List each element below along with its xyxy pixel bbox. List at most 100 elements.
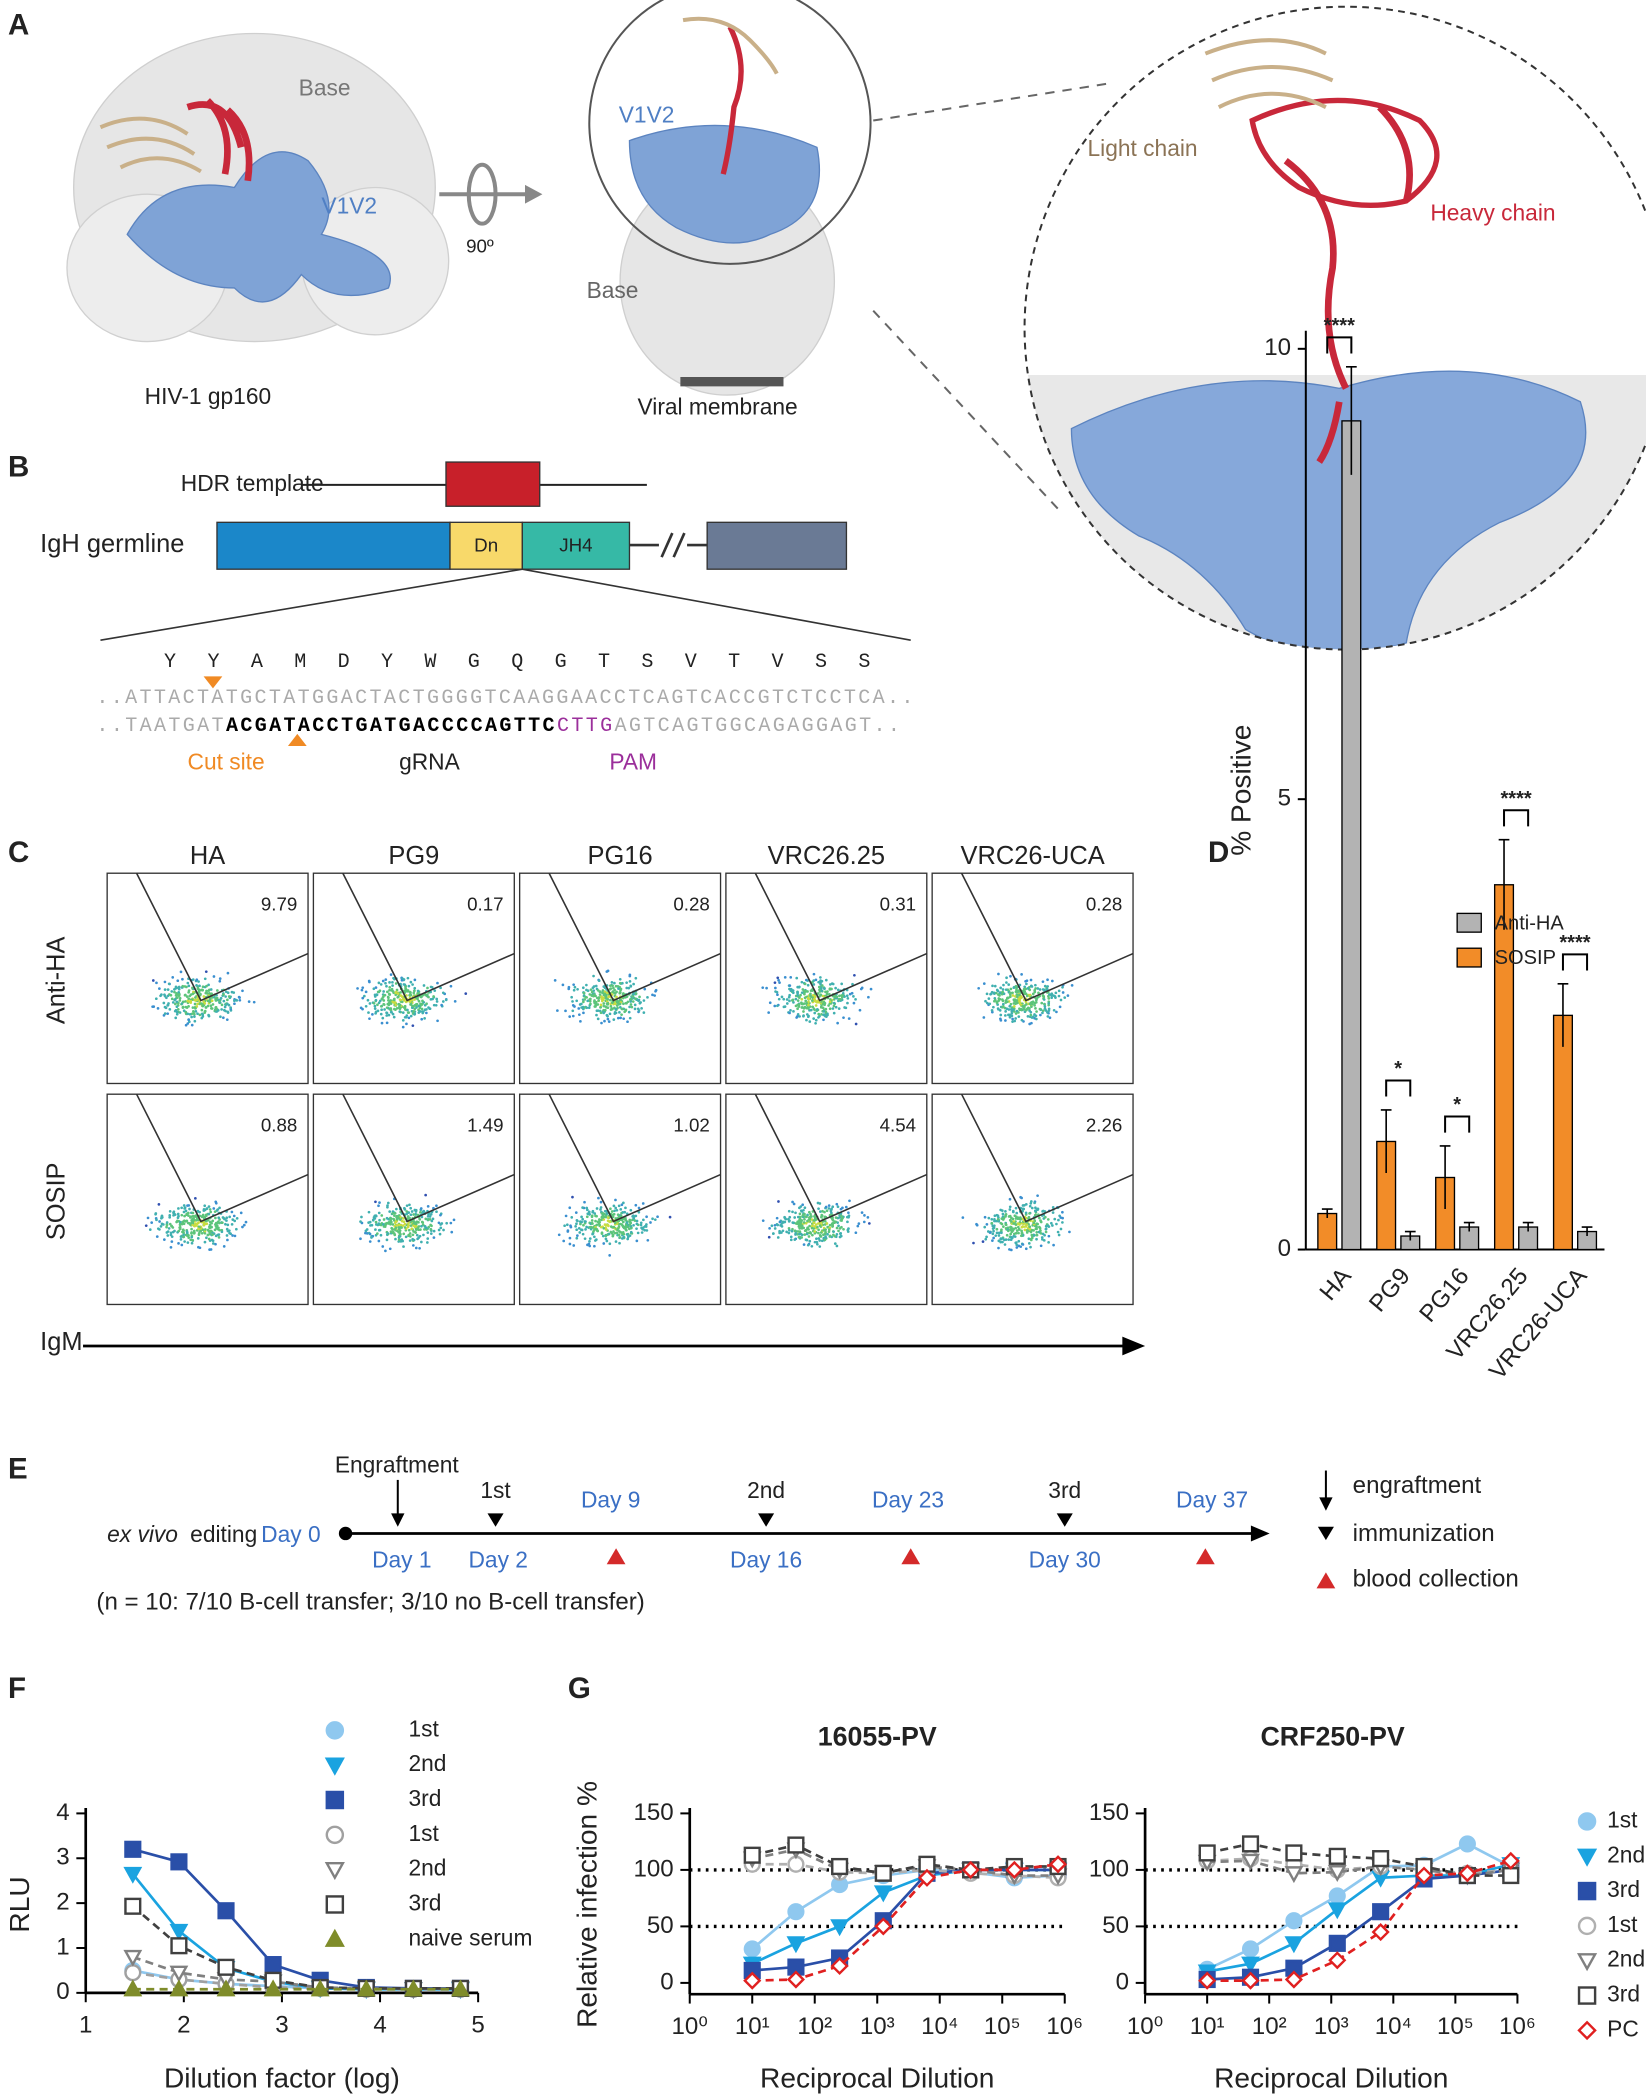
cell-dot <box>389 1219 393 1223</box>
cell-dot <box>429 1212 433 1216</box>
cell-dot <box>814 1018 818 1022</box>
cell-dot <box>804 999 808 1003</box>
cell-dot <box>571 1014 575 1018</box>
cell-dot <box>773 1004 777 1008</box>
cell-dot <box>385 1021 389 1025</box>
cell-dot <box>613 988 616 992</box>
marker <box>1458 1835 1476 1853</box>
cell-dot <box>1036 987 1040 990</box>
cell-dot <box>775 990 779 994</box>
cell-dot <box>434 1003 438 1007</box>
cell-dot <box>620 1013 623 1016</box>
cell-dot <box>1016 995 1019 998</box>
cell-dot <box>992 1005 995 1009</box>
cell-dot <box>1003 1014 1007 1017</box>
cell-dot <box>390 1227 394 1231</box>
cell-dot <box>602 1226 606 1230</box>
cell-dot <box>592 985 596 988</box>
cell-dot <box>803 1206 807 1210</box>
cell-dot <box>204 1006 208 1009</box>
cell-dot <box>410 1006 414 1010</box>
cell-dot <box>635 1227 638 1231</box>
cell-dot <box>154 997 158 1001</box>
marker <box>1241 1971 1260 1990</box>
cell-dot <box>581 1217 585 1221</box>
cell-dot <box>176 979 180 983</box>
cell-dot <box>819 1235 823 1238</box>
legend-swatch <box>1456 912 1482 933</box>
cell-dot <box>415 1233 419 1237</box>
cell-dot <box>233 1234 237 1238</box>
cell-dot <box>802 1010 805 1013</box>
cell-dot <box>604 1215 608 1219</box>
y-axis-label: Relative infection % <box>572 1781 603 2028</box>
cell-dot <box>563 1224 566 1228</box>
cell-dot <box>645 1223 648 1226</box>
cell-dot <box>595 1207 599 1210</box>
label: PAM <box>609 748 657 774</box>
cell-dot <box>820 1012 823 1016</box>
plot-frame <box>931 872 1134 1085</box>
cell-dot <box>436 1019 439 1023</box>
cell-dot <box>619 998 622 1001</box>
cell-dot <box>852 1001 856 1005</box>
cell-dot <box>607 995 611 998</box>
cell-dot <box>1004 1019 1007 1022</box>
cell-dot <box>1019 1218 1022 1221</box>
cell-dot <box>610 1210 614 1213</box>
amino-acid: D <box>338 651 350 674</box>
cell-dot <box>1046 1218 1050 1221</box>
cell-dot <box>213 1210 217 1214</box>
cell-dot <box>1014 1017 1017 1020</box>
cell-dot <box>814 1021 817 1025</box>
cell-dot <box>247 1000 251 1003</box>
cell-dot <box>209 1210 213 1214</box>
cell-dot <box>582 1011 585 1015</box>
cell-dot <box>571 1009 575 1013</box>
cell-dot <box>629 1000 633 1003</box>
cell-dot <box>1020 1234 1023 1238</box>
x-tick-label: 3 <box>275 2012 288 2039</box>
cell-dot <box>594 1219 597 1223</box>
cell-dot <box>615 1208 619 1212</box>
cell-dot <box>394 991 398 995</box>
cell-dot <box>1057 989 1061 993</box>
cell-dot <box>388 993 392 996</box>
cell-dot <box>804 978 808 982</box>
cell-dot <box>223 1008 226 1012</box>
cell-dot <box>230 1222 234 1226</box>
cell-dot <box>1020 1225 1024 1229</box>
cell-dot <box>800 991 804 995</box>
cell-dot <box>1014 1206 1018 1210</box>
cell-dot <box>238 998 242 1002</box>
cell-dot <box>418 1218 422 1221</box>
marker <box>1577 1916 1597 1936</box>
amino-acid: S <box>815 651 827 674</box>
cell-dot <box>996 1217 1000 1221</box>
cell-dot <box>622 1201 625 1205</box>
cell-dot <box>834 1005 838 1009</box>
cell-dot <box>226 971 230 975</box>
cell-dot <box>166 1012 170 1015</box>
gate-value: 0.17 <box>467 893 503 914</box>
cell-dot <box>796 1215 800 1219</box>
cell-dot <box>582 1000 585 1004</box>
cell-dot <box>1015 993 1019 996</box>
cell-dot <box>220 1003 224 1007</box>
cell-dot <box>184 1233 188 1237</box>
cell-dot <box>182 1229 185 1233</box>
cell-dot <box>172 1210 176 1214</box>
cell-dot <box>821 1002 825 1006</box>
cell-dot <box>160 1216 164 1219</box>
cell-dot <box>598 1223 601 1226</box>
cell-dot <box>575 999 579 1003</box>
cell-dot <box>835 1244 839 1248</box>
cell-dot <box>841 992 845 995</box>
cell-dot <box>806 996 810 1000</box>
cell-dot <box>779 1224 782 1227</box>
cell-dot <box>212 1207 216 1210</box>
cell-dot <box>617 1204 621 1208</box>
cell-dot <box>402 1217 405 1220</box>
significance: **** <box>1324 315 1355 337</box>
